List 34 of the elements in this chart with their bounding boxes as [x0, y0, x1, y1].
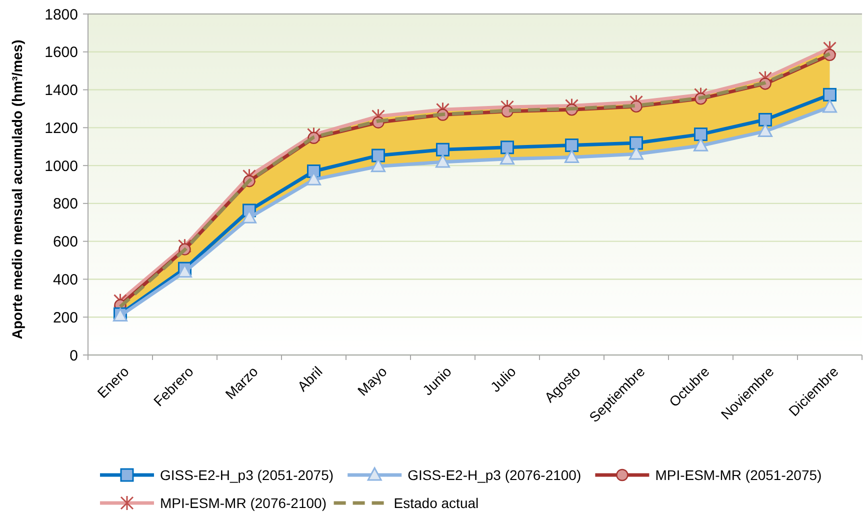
point [372, 148, 385, 162]
y-tick-label: 1600 [44, 44, 78, 62]
legend-label: Estado actual [394, 494, 479, 511]
point [500, 151, 514, 165]
y-tick-label: 1000 [44, 158, 78, 175]
point [436, 142, 450, 156]
point [629, 146, 644, 160]
y-tick-label: 600 [52, 234, 78, 251]
y-axis-title: Aporte medio mensual acumulado (hm³/mes) [9, 40, 25, 340]
point [436, 154, 450, 168]
y-tick-label: 1800 [44, 6, 78, 24]
y-tick-label: 0 [70, 347, 78, 364]
point [630, 136, 643, 150]
legend-label: MPI-ESM-MR (2076-2100) [160, 494, 326, 511]
legend-label: MPI-ESM-MR (2051-2075) [655, 466, 822, 483]
point [694, 138, 708, 152]
y-tick-label: 1200 [44, 120, 78, 137]
point [178, 264, 192, 278]
legend-label: GISS-E2-H_p3 (2051-2075) [160, 466, 334, 483]
point [758, 124, 772, 138]
point [823, 88, 836, 102]
point [758, 112, 772, 126]
legend-label: GISS-E2-H_p3 (2076-2100) [408, 466, 582, 483]
point [564, 149, 579, 163]
point [371, 158, 386, 172]
y-tick-label: 1400 [44, 82, 78, 100]
y-tick-label: 400 [52, 271, 78, 288]
point [565, 138, 578, 152]
y-tick-label: 200 [52, 309, 78, 326]
point [500, 140, 514, 154]
point [694, 128, 708, 142]
point [822, 99, 837, 113]
x-tick-label: Julio [487, 363, 519, 395]
y-tick-label: 800 [52, 196, 78, 213]
